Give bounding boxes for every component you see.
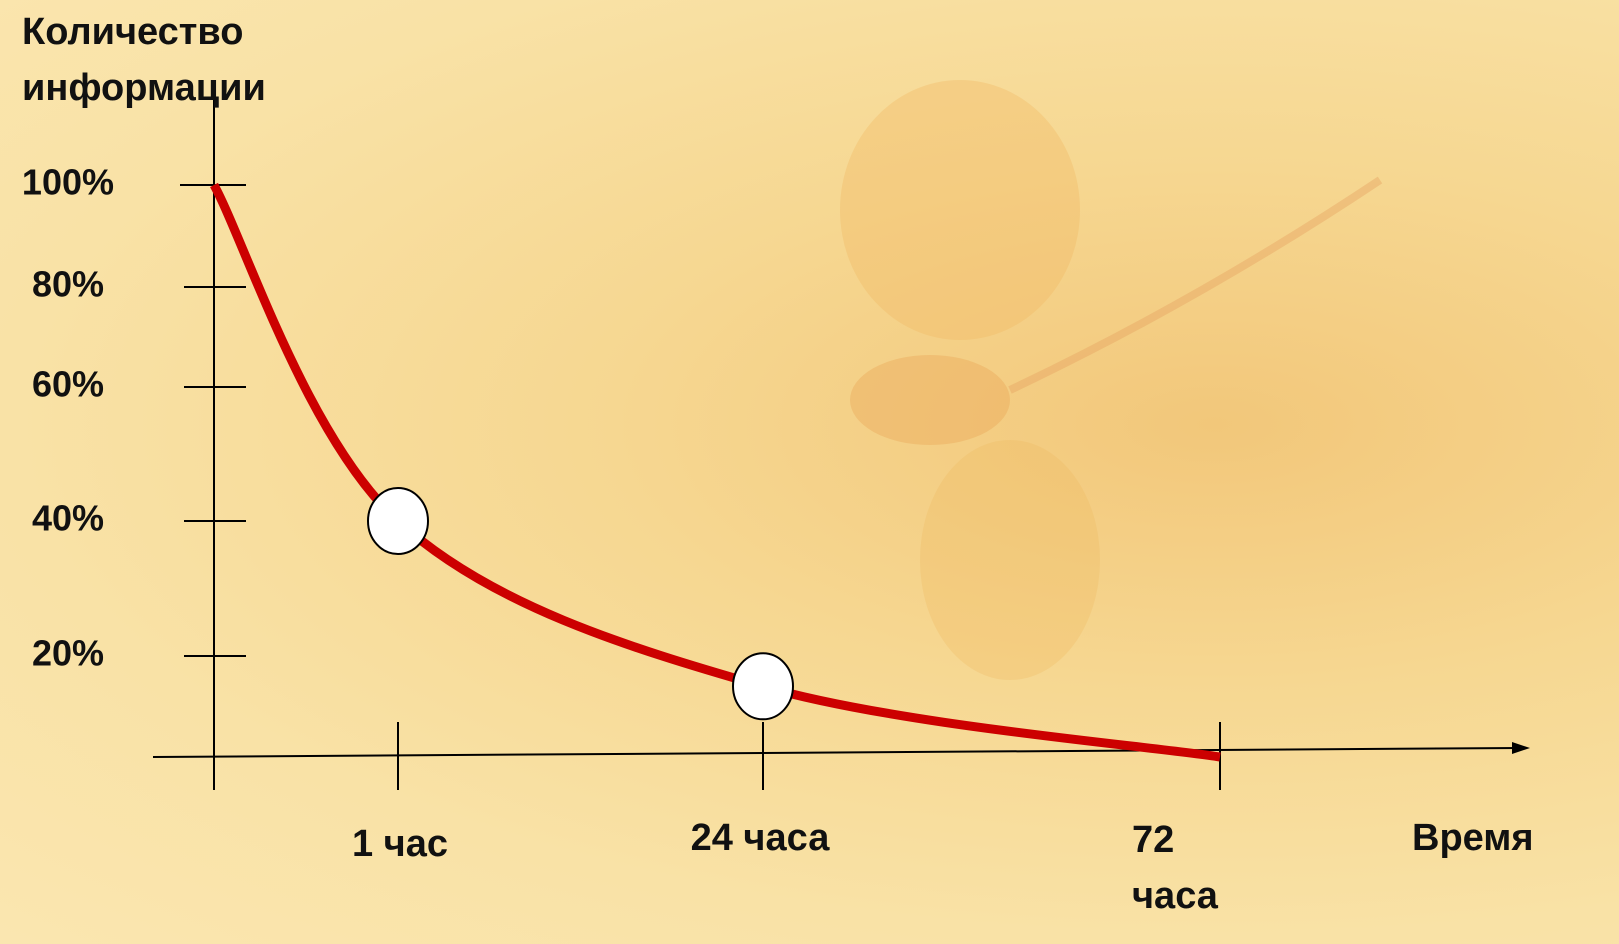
y-tick-label: 100% [22, 162, 114, 203]
x-tick-label: 1 час [351, 823, 449, 865]
x-tick-label: 24 часа [690, 817, 830, 859]
point-marker [732, 652, 794, 721]
y-tick-label: 20% [32, 633, 104, 674]
x-axis-title: Время [1412, 817, 1534, 859]
decor [1008, 176, 1383, 394]
x-axis-arrow [1512, 742, 1530, 754]
point-marker [367, 487, 429, 555]
y-tick-label: 40% [32, 498, 104, 539]
y-axis-title: Количество информации [22, 11, 266, 109]
x-axis [152, 747, 1521, 758]
decor [920, 440, 1100, 680]
decor [850, 355, 1010, 445]
y-tick-label: 60% [32, 364, 104, 405]
forgetting-curve [210, 182, 1221, 762]
y-tick-label: 80% [32, 264, 104, 305]
x-tick-label: 72 часа [1132, 819, 1218, 917]
decor [840, 80, 1080, 340]
